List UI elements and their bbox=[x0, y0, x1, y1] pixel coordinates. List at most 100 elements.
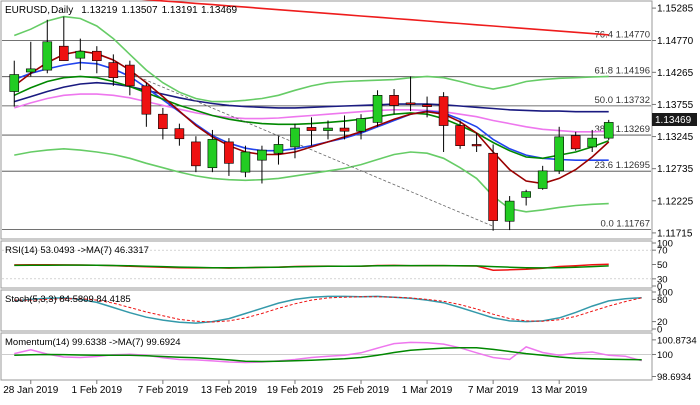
bearish-candle bbox=[108, 62, 119, 78]
date-axis-label: 7 Feb 2019 bbox=[138, 385, 189, 396]
fib-level-label: 61.8 1.14196 bbox=[595, 66, 650, 77]
stoch-axis-label: 20 bbox=[657, 317, 668, 328]
indicator-panels bbox=[2, 249, 651, 364]
price-axis-label: 1.13755 bbox=[657, 100, 694, 111]
header-comma: , bbox=[47, 5, 50, 16]
bullish-candle bbox=[207, 139, 218, 169]
bullish-candle bbox=[323, 127, 333, 131]
bearish-candle bbox=[455, 125, 465, 146]
bearish-candle bbox=[141, 85, 152, 115]
candlesticks bbox=[9, 16, 614, 231]
bearish-candle bbox=[471, 144, 482, 147]
bullish-candle bbox=[504, 200, 515, 222]
bearish-candle bbox=[488, 152, 498, 221]
stoch-series-line bbox=[14, 296, 642, 323]
symbol-label: EURUSD bbox=[5, 5, 47, 16]
bullish-candle bbox=[372, 95, 383, 123]
bullish-candle bbox=[587, 137, 598, 148]
momentum-panel-frame bbox=[0, 332, 653, 381]
timeframe-label: Daily bbox=[51, 5, 73, 16]
bearish-candle bbox=[422, 104, 432, 107]
bearish-candle bbox=[191, 141, 201, 167]
fib-level-label: 76.4 1.14770 bbox=[595, 30, 650, 41]
stoch-panel-frame bbox=[0, 289, 653, 332]
high-value: 1.13507 bbox=[121, 5, 158, 16]
date-axis-label: 25 Feb 2019 bbox=[333, 385, 390, 396]
bullish-candle bbox=[42, 41, 53, 71]
price-indicator-line bbox=[129, 72, 494, 227]
bearish-candle bbox=[306, 127, 317, 131]
rsi-axis-label: 70 bbox=[657, 246, 668, 257]
stoch-axis-label: 80 bbox=[657, 295, 668, 306]
bullish-candle bbox=[603, 122, 614, 139]
fib-level-label: 38.2 1.13269 bbox=[595, 124, 650, 135]
rsi-axis-label: 50 bbox=[657, 260, 668, 271]
chart-header: EURUSD,Daily 1.13219 1.13507 1.13191 1.13469 bbox=[5, 5, 238, 16]
rsi-axis-label: 30 bbox=[657, 274, 668, 285]
bearish-candle bbox=[58, 45, 69, 61]
bearish-candle bbox=[339, 127, 350, 132]
date-axis-label: 13 Mar 2019 bbox=[531, 385, 588, 396]
bearish-candle bbox=[405, 102, 416, 105]
price-axis-label: 1.12225 bbox=[657, 196, 694, 207]
price-axis-label: 1.11715 bbox=[657, 228, 693, 239]
bearish-candle bbox=[389, 95, 399, 106]
stoch-label: Stoch(5,3,3) 84.5809 84.4185 bbox=[5, 294, 131, 305]
bullish-candle bbox=[290, 127, 300, 148]
momentum-label: Momentum(14) 99.6338 ->MA(7) 99.6924 bbox=[5, 337, 181, 348]
bearish-candle bbox=[438, 96, 449, 126]
momentum-axis-label: 100.8734 bbox=[657, 335, 697, 346]
stoch-axis-label: 0 bbox=[657, 325, 662, 336]
bullish-candle bbox=[521, 191, 531, 198]
fib-level-label: 0.0 1.11767 bbox=[601, 219, 650, 230]
bullish-candle bbox=[25, 68, 36, 73]
price-axis-label: 1.13245 bbox=[657, 132, 694, 143]
bullish-candle bbox=[240, 151, 251, 173]
price-axis-label: 1.12735 bbox=[657, 164, 694, 175]
bearish-candle bbox=[92, 50, 102, 61]
fib-level-label: 50.0 1.13732 bbox=[595, 95, 650, 106]
fibonacci-levels: 76.4 1.14770 61.8 1.14196 50.0 1.13732 38.2… bbox=[2, 30, 651, 231]
bullish-candle bbox=[537, 170, 548, 189]
price-indicator-line bbox=[14, 93, 609, 133]
date-axis-label: 1 Mar 2019 bbox=[402, 385, 453, 396]
last-price-value: 1.13469 bbox=[655, 115, 692, 126]
bullish-candle bbox=[356, 118, 366, 132]
open-value: 1.13219 bbox=[81, 5, 118, 16]
axis-ticks: 1.15285 1.14770 1.14265 1.13755 1.13245 1.127… bbox=[3, 4, 696, 396]
low-value: 1.13191 bbox=[162, 5, 199, 16]
price-axis-label: 1.14265 bbox=[657, 68, 694, 79]
bullish-candle bbox=[257, 149, 267, 161]
bullish-candle bbox=[554, 136, 564, 172]
bearish-candle bbox=[174, 128, 185, 140]
bearish-candle bbox=[224, 141, 234, 164]
date-axis-label: 19 Feb 2019 bbox=[267, 385, 324, 396]
date-axis-label: 28 Jan 2019 bbox=[3, 385, 58, 396]
close-value: 1.13469 bbox=[201, 5, 238, 16]
bearish-candle bbox=[158, 113, 168, 129]
bullish-candle bbox=[273, 144, 284, 154]
bearish-candle bbox=[570, 135, 581, 150]
bullish-candle bbox=[75, 50, 86, 59]
price-axis-label: 1.14770 bbox=[657, 36, 694, 47]
bearish-candle bbox=[125, 64, 135, 87]
rsi-axis-label: 0 bbox=[657, 282, 662, 293]
price-indicator-line bbox=[13, 15, 609, 103]
fib-level-label: 23.6 1.12695 bbox=[595, 160, 650, 171]
momentum-series-line bbox=[14, 347, 642, 363]
date-axis-label: 7 Mar 2019 bbox=[468, 385, 519, 396]
momentum-axis-label: 100 bbox=[657, 350, 673, 361]
momentum-axis-label: 98.6934 bbox=[657, 372, 691, 383]
rsi-axis-label: 100 bbox=[657, 239, 673, 250]
rsi-series-line bbox=[14, 264, 609, 269]
price-axis-label: 1.15285 bbox=[657, 4, 694, 15]
bullish-candle bbox=[9, 74, 20, 92]
stoch-axis-label: 100 bbox=[657, 288, 673, 299]
date-axis-label: 1 Feb 2019 bbox=[72, 385, 123, 396]
date-axis-label: 13 Feb 2019 bbox=[201, 385, 258, 396]
rsi-label: RSI(14) 53.0493 ->MA(7) 46.3317 bbox=[5, 245, 149, 256]
price-indicator-line bbox=[141, 0, 609, 36]
last-price-badge bbox=[652, 113, 697, 126]
